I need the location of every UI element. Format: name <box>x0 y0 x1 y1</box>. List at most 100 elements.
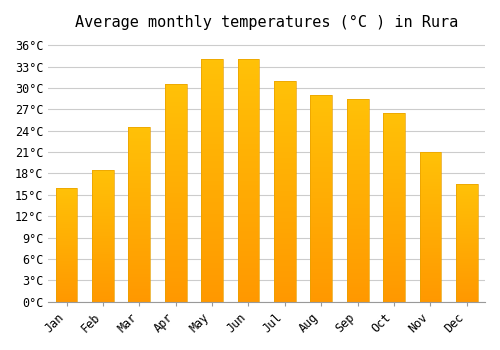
Bar <box>310 221 332 223</box>
Bar <box>383 294 405 296</box>
Bar <box>420 290 442 291</box>
Bar <box>56 255 78 256</box>
Bar <box>165 187 186 189</box>
Bar <box>92 232 114 233</box>
Bar <box>346 281 368 284</box>
Bar <box>310 153 332 155</box>
Bar <box>420 273 442 275</box>
Bar <box>128 190 150 192</box>
Bar <box>201 100 223 103</box>
Bar <box>201 299 223 302</box>
Bar <box>92 266 114 267</box>
Bar <box>456 201 477 202</box>
Bar <box>201 190 223 193</box>
Bar <box>238 139 260 142</box>
Bar <box>238 163 260 166</box>
Bar <box>92 202 114 203</box>
Bar <box>92 296 114 298</box>
Bar <box>201 275 223 278</box>
Bar <box>165 113 186 115</box>
Bar <box>201 239 223 241</box>
Bar <box>238 205 260 207</box>
Bar <box>92 176 114 178</box>
Bar <box>92 275 114 276</box>
Bar <box>383 134 405 135</box>
Bar <box>383 172 405 173</box>
Bar <box>92 183 114 184</box>
Bar <box>274 194 296 196</box>
Bar <box>274 90 296 92</box>
Bar <box>383 194 405 196</box>
Bar <box>310 174 332 176</box>
Bar <box>420 200 442 202</box>
Bar <box>346 117 368 119</box>
Bar <box>92 228 114 229</box>
Bar <box>310 262 332 265</box>
Bar <box>346 174 368 176</box>
Bar <box>238 81 260 84</box>
Bar <box>238 134 260 137</box>
Bar <box>238 120 260 122</box>
Bar <box>92 213 114 215</box>
Bar <box>201 273 223 275</box>
Bar <box>238 183 260 186</box>
Bar <box>165 147 186 149</box>
Title: Average monthly temperatures (°C ) in Rura: Average monthly temperatures (°C ) in Ru… <box>75 15 458 30</box>
Bar <box>420 167 442 169</box>
Bar <box>201 60 223 62</box>
Bar <box>274 96 296 99</box>
Bar <box>456 282 477 283</box>
Bar <box>238 224 260 226</box>
Bar <box>92 170 114 171</box>
Bar <box>92 244 114 245</box>
Bar <box>92 182 114 183</box>
Bar <box>165 84 186 86</box>
Bar <box>456 241 477 243</box>
Bar <box>383 270 405 272</box>
Bar <box>383 135 405 138</box>
Bar <box>201 188 223 190</box>
Bar <box>56 188 78 189</box>
Bar <box>56 197 78 198</box>
Bar <box>56 268 78 270</box>
Bar <box>346 237 368 239</box>
Bar <box>165 169 186 171</box>
Bar <box>346 229 368 231</box>
Bar <box>128 134 150 136</box>
Bar <box>92 192 114 194</box>
Bar <box>274 114 296 116</box>
Bar <box>56 253 78 254</box>
Bar <box>238 122 260 125</box>
Bar <box>201 244 223 246</box>
Bar <box>420 189 442 191</box>
Bar <box>128 141 150 143</box>
Bar <box>274 182 296 185</box>
Bar <box>201 98 223 101</box>
Bar <box>92 278 114 279</box>
Bar <box>56 257 78 258</box>
Bar <box>56 270 78 271</box>
Bar <box>420 243 442 245</box>
Bar <box>201 64 223 67</box>
Bar <box>238 268 260 270</box>
Bar <box>201 258 223 260</box>
Bar <box>165 160 186 163</box>
Bar <box>238 212 260 215</box>
Bar <box>274 171 296 174</box>
Bar <box>456 299 477 301</box>
Bar <box>238 210 260 212</box>
Bar <box>456 192 477 194</box>
Bar <box>383 252 405 254</box>
Bar <box>238 193 260 195</box>
Bar <box>383 130 405 132</box>
Bar <box>92 220 114 221</box>
Bar <box>310 172 332 174</box>
Bar <box>456 259 477 260</box>
Bar <box>346 135 368 137</box>
Bar <box>383 256 405 258</box>
Bar <box>310 264 332 267</box>
Bar <box>274 246 296 248</box>
Bar <box>92 175 114 176</box>
Bar <box>346 119 368 121</box>
Bar <box>310 219 332 221</box>
